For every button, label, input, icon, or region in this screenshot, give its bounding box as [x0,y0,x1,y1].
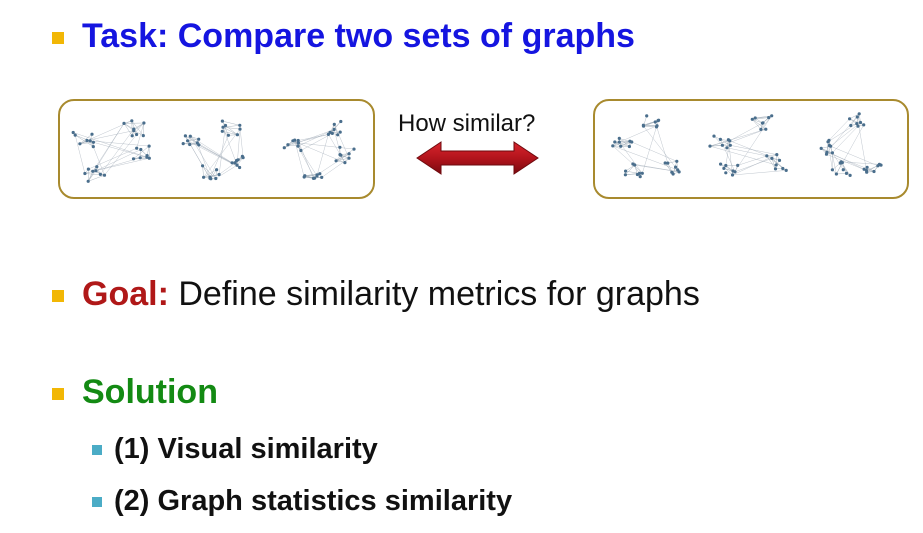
goal-text: Define similarity metrics for graphs [168,275,700,313]
network-graph [708,114,788,177]
task-title: Task: Compare two sets of graphs [82,17,635,55]
task-bullet [52,32,64,44]
right-graph-set [593,99,909,199]
solution-label: Solution [82,373,218,411]
goal-label: Goal: [82,275,169,313]
network-graph [181,119,245,181]
goal-line: Goal: Define similarity metrics for grap… [82,274,700,314]
right-graph-set-drawing [611,112,883,179]
network-graph [611,114,681,179]
sub-bullet-1 [92,445,102,455]
left-graph-set [58,99,375,199]
goal-bullet [52,290,64,302]
left-graph-set-drawing [71,119,356,183]
solution-item-visual: (1) Visual similarity [114,433,378,465]
sub-bullet-2 [92,497,102,507]
solution-bullet [52,388,64,400]
network-graph [282,119,356,180]
network-graph [819,112,883,177]
double-arrow-icon [416,141,539,175]
solution-item-statistics: (2) Graph statistics similarity [114,485,513,517]
network-graph [71,119,151,183]
similarity-question: How similar? [398,110,536,137]
